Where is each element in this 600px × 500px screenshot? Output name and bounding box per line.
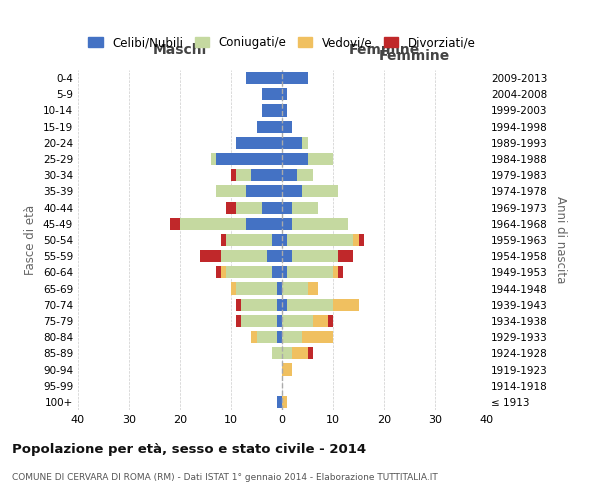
Bar bbox=[282, 88, 287, 101]
Bar bbox=[170, 218, 180, 230]
Bar bbox=[292, 348, 308, 360]
Bar bbox=[292, 202, 318, 213]
Text: Femmine: Femmine bbox=[349, 43, 419, 57]
Bar bbox=[308, 282, 318, 294]
Bar bbox=[277, 331, 282, 343]
Bar bbox=[277, 298, 282, 311]
Bar bbox=[231, 169, 236, 181]
Bar bbox=[282, 298, 287, 311]
Bar bbox=[308, 153, 333, 165]
Bar bbox=[241, 315, 277, 327]
Bar bbox=[287, 298, 333, 311]
Bar bbox=[257, 120, 282, 132]
Bar bbox=[282, 104, 287, 117]
Legend: Celibi/Nubili, Coniugati/e, Vedovi/e, Divorziati/e: Celibi/Nubili, Coniugati/e, Vedovi/e, Di… bbox=[83, 32, 481, 54]
Bar bbox=[282, 250, 292, 262]
Bar bbox=[247, 218, 282, 230]
Bar bbox=[226, 234, 272, 246]
Bar bbox=[282, 137, 302, 149]
Text: Maschi: Maschi bbox=[153, 43, 207, 57]
Bar bbox=[282, 153, 308, 165]
Bar bbox=[236, 169, 251, 181]
Bar bbox=[282, 282, 308, 294]
Bar bbox=[298, 169, 313, 181]
Bar bbox=[221, 266, 226, 278]
Bar bbox=[226, 266, 272, 278]
Bar bbox=[282, 266, 287, 278]
Bar bbox=[328, 315, 333, 327]
Y-axis label: Fasce di età: Fasce di età bbox=[25, 205, 37, 275]
Bar bbox=[333, 266, 338, 278]
Text: Femmine: Femmine bbox=[379, 49, 450, 63]
Bar bbox=[216, 186, 247, 198]
Bar bbox=[221, 234, 226, 246]
Bar bbox=[292, 250, 338, 262]
Bar bbox=[257, 331, 277, 343]
Bar bbox=[241, 298, 277, 311]
Bar bbox=[338, 250, 353, 262]
Bar bbox=[236, 298, 241, 311]
Bar bbox=[251, 331, 257, 343]
Bar bbox=[211, 153, 216, 165]
Bar bbox=[313, 315, 328, 327]
Bar bbox=[231, 282, 236, 294]
Bar bbox=[338, 266, 343, 278]
Bar bbox=[277, 396, 282, 408]
Bar bbox=[277, 315, 282, 327]
Bar bbox=[287, 234, 353, 246]
Bar bbox=[236, 202, 262, 213]
Bar bbox=[236, 315, 241, 327]
Bar bbox=[267, 250, 282, 262]
Text: Popolazione per età, sesso e stato civile - 2014: Popolazione per età, sesso e stato civil… bbox=[12, 442, 366, 456]
Bar bbox=[221, 250, 267, 262]
Bar bbox=[302, 137, 308, 149]
Bar bbox=[302, 186, 338, 198]
Y-axis label: Anni di nascita: Anni di nascita bbox=[554, 196, 567, 284]
Bar bbox=[236, 282, 277, 294]
Bar bbox=[277, 282, 282, 294]
Bar bbox=[180, 218, 247, 230]
Bar bbox=[216, 153, 282, 165]
Bar bbox=[282, 348, 292, 360]
Bar bbox=[282, 120, 292, 132]
Bar bbox=[200, 250, 221, 262]
Bar bbox=[236, 137, 282, 149]
Bar bbox=[282, 234, 287, 246]
Bar bbox=[282, 364, 292, 376]
Bar bbox=[251, 169, 282, 181]
Bar bbox=[353, 234, 359, 246]
Bar bbox=[292, 218, 349, 230]
Bar bbox=[262, 202, 282, 213]
Bar bbox=[247, 72, 282, 84]
Bar bbox=[302, 331, 333, 343]
Bar bbox=[226, 202, 236, 213]
Bar bbox=[308, 348, 313, 360]
Bar bbox=[333, 298, 359, 311]
Bar bbox=[287, 266, 333, 278]
Bar bbox=[359, 234, 364, 246]
Bar bbox=[282, 186, 302, 198]
Bar bbox=[262, 88, 282, 101]
Bar bbox=[282, 202, 292, 213]
Bar bbox=[216, 266, 221, 278]
Bar bbox=[282, 72, 308, 84]
Bar bbox=[282, 169, 298, 181]
Bar bbox=[272, 234, 282, 246]
Bar bbox=[262, 104, 282, 117]
Bar bbox=[272, 348, 282, 360]
Bar bbox=[282, 331, 302, 343]
Bar bbox=[272, 266, 282, 278]
Bar bbox=[282, 218, 292, 230]
Bar bbox=[247, 186, 282, 198]
Text: COMUNE DI CERVARA DI ROMA (RM) - Dati ISTAT 1° gennaio 2014 - Elaborazione TUTTI: COMUNE DI CERVARA DI ROMA (RM) - Dati IS… bbox=[12, 472, 438, 482]
Bar bbox=[282, 315, 313, 327]
Bar bbox=[282, 396, 287, 408]
